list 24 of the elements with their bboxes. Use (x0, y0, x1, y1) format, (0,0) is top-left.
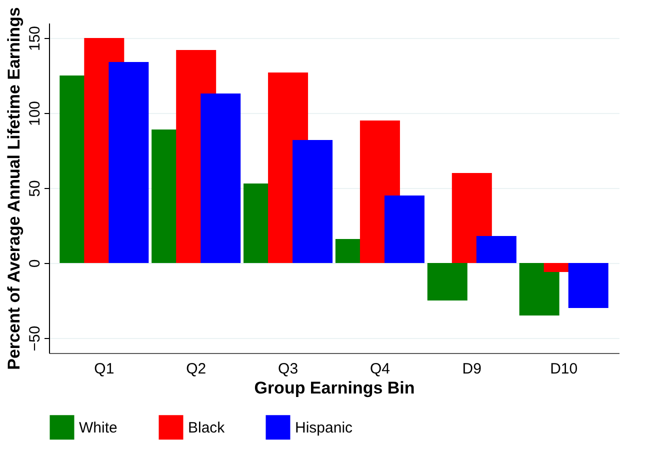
bar (200, 94, 241, 263)
y-tick-label: −50 (26, 326, 44, 352)
x-axis-title: Group Earnings Bin (254, 378, 415, 398)
bar (108, 62, 149, 263)
y-tick-label: 50 (26, 180, 44, 197)
bar (427, 263, 468, 300)
bar (568, 263, 608, 308)
bar (519, 263, 560, 316)
legend-label: White (79, 419, 118, 436)
x-tick-label: Q2 (186, 360, 206, 378)
x-tick-label: Q1 (94, 360, 114, 378)
bar (384, 196, 424, 263)
x-tick-label: Q3 (278, 360, 298, 378)
x-tick-label: D9 (462, 360, 482, 378)
legend-label: Black (188, 419, 226, 436)
legend-label: Hispanic (295, 419, 354, 436)
y-tick-label: 100 (26, 100, 44, 126)
bar (476, 236, 516, 263)
x-tick-label: D10 (550, 360, 578, 378)
x-tick-label: Q4 (370, 360, 390, 378)
bar (292, 140, 333, 263)
y-tick-label: 150 (26, 26, 44, 52)
y-axis-title: Percent of Average Annual Lifetime Earnings (4, 7, 24, 370)
y-tick-label: 0 (26, 259, 44, 268)
